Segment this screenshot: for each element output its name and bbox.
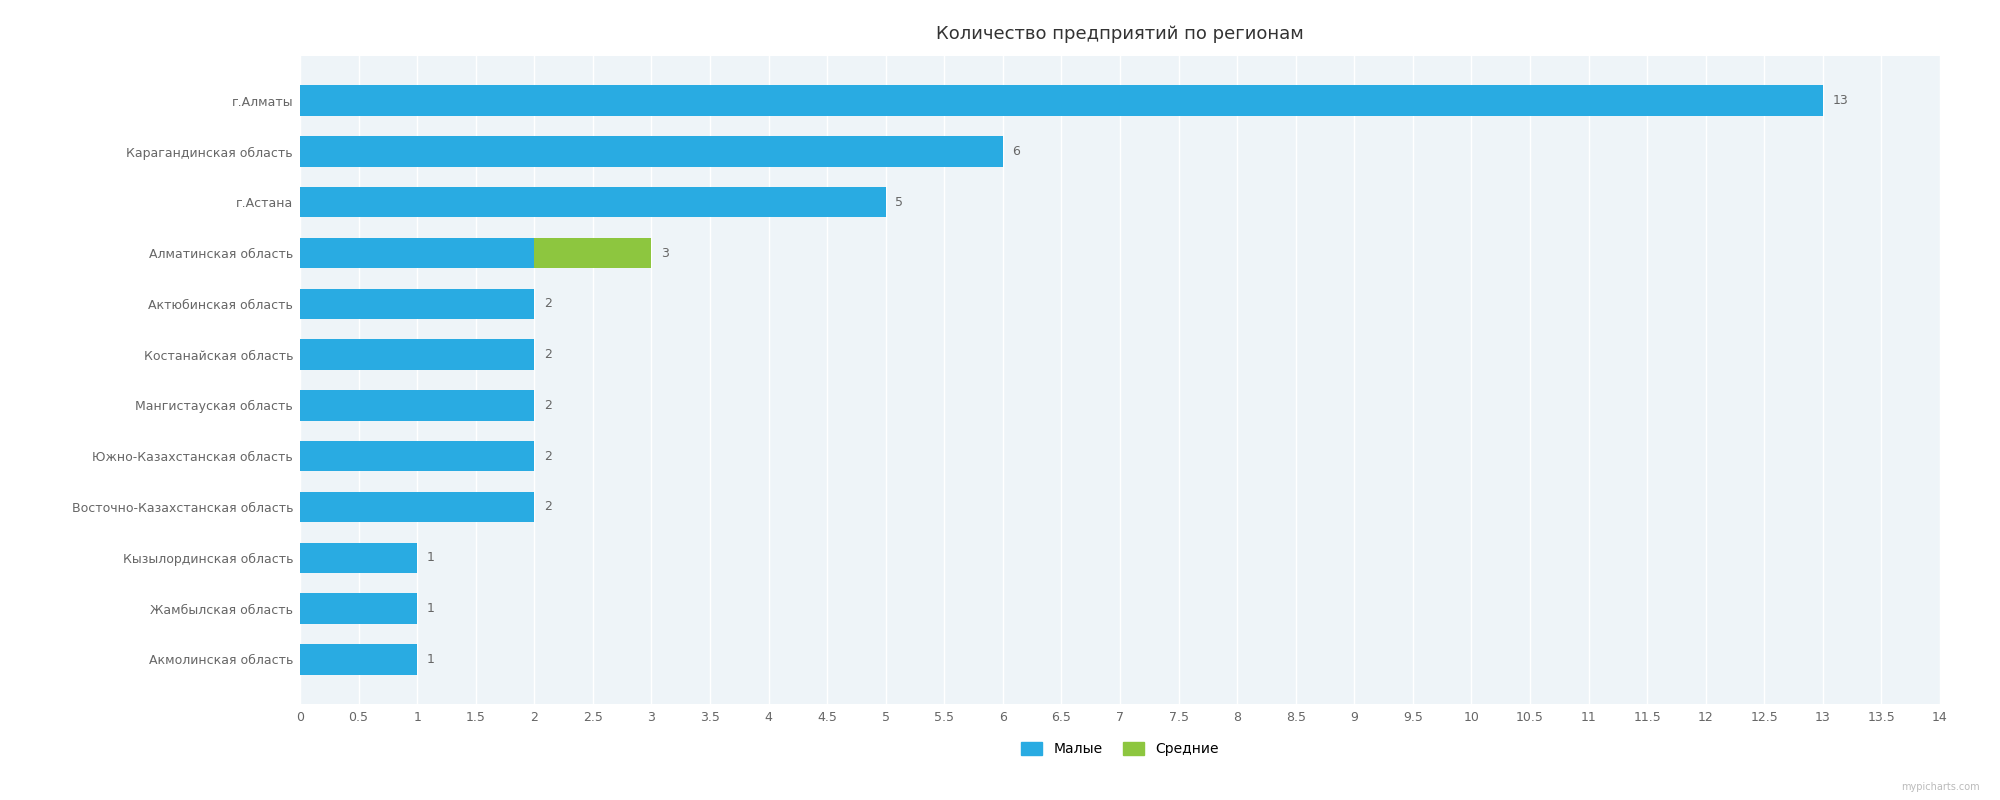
Text: 2: 2 xyxy=(544,348,552,361)
Bar xyxy=(300,187,886,218)
Text: 2: 2 xyxy=(544,399,552,412)
Bar xyxy=(300,594,418,624)
Bar xyxy=(300,542,418,573)
Text: 2: 2 xyxy=(544,298,552,310)
Text: 6: 6 xyxy=(1012,145,1020,158)
Bar xyxy=(300,492,534,522)
Text: 5: 5 xyxy=(896,196,904,209)
Text: 2: 2 xyxy=(544,450,552,462)
Text: 1: 1 xyxy=(426,602,434,615)
Text: 2: 2 xyxy=(544,501,552,514)
Bar xyxy=(300,289,534,319)
Text: 13: 13 xyxy=(1832,94,1848,107)
Text: 3: 3 xyxy=(660,246,668,259)
Bar xyxy=(300,136,1002,166)
Bar xyxy=(300,339,534,370)
Legend: Малые, Средние: Малые, Средние xyxy=(1016,737,1224,762)
Text: 1: 1 xyxy=(426,653,434,666)
Bar xyxy=(300,644,418,674)
Bar xyxy=(300,86,1822,116)
Bar xyxy=(534,238,652,268)
Bar xyxy=(300,390,534,421)
Title: Количество предприятий по регионам: Количество предприятий по регионам xyxy=(936,26,1304,43)
Text: 1: 1 xyxy=(426,551,434,564)
Text: mypicharts.com: mypicharts.com xyxy=(1902,782,1980,792)
Bar xyxy=(300,441,534,471)
Bar xyxy=(300,238,534,268)
